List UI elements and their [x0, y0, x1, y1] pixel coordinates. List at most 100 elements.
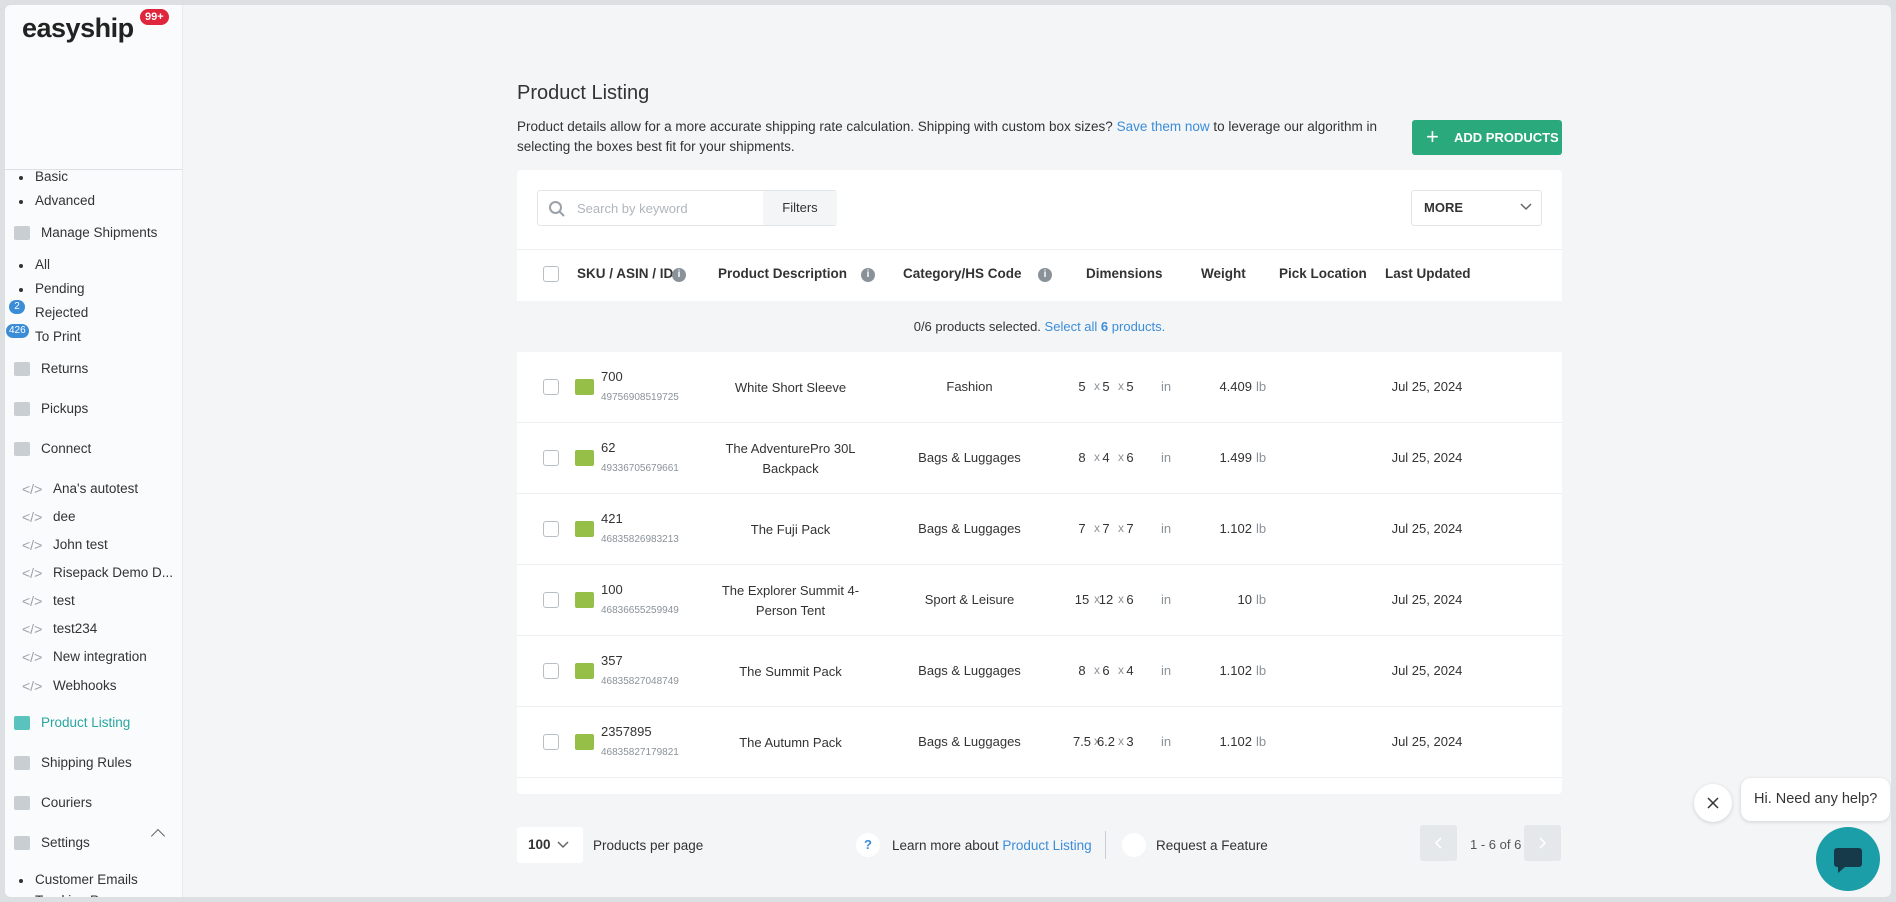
more-dropdown[interactable]: MORE: [1411, 190, 1542, 226]
filters-button[interactable]: Filters: [763, 191, 837, 225]
sidebar-item[interactable]: All: [35, 257, 51, 272]
row-checkbox[interactable]: [543, 592, 559, 608]
select-count: 6: [1100, 319, 1109, 334]
description-end: to leverage our algorithm in selecting t…: [517, 119, 1377, 154]
category: Bags & Luggages: [918, 734, 1021, 749]
sidebar-item[interactable]: Returns: [41, 361, 89, 376]
sidebar-item[interactable]: Webhooks: [53, 678, 117, 693]
table-row[interactable]: 100 46836655259949 The Explorer Summit 4-P…: [517, 565, 1562, 636]
table-card: Search by keyword Filters MORE 0/6 produ…: [517, 170, 1562, 794]
dimension: 8: [1078, 450, 1086, 465]
product-id: 49756908519725: [601, 392, 679, 403]
per-page-select[interactable]: 100: [517, 827, 583, 863]
dimension-unit: in: [1161, 663, 1172, 678]
select-all-link[interactable]: Select all 6 products.: [1045, 319, 1166, 334]
category: Fashion: [946, 379, 993, 394]
dimension-separator: x: [1118, 592, 1124, 606]
sidebar-item[interactable]: Manage Shipments: [41, 225, 158, 240]
column-header: Last Updated: [1385, 266, 1471, 281]
collapse-chevron[interactable]: [150, 828, 166, 844]
dimension-separator: x: [1094, 379, 1100, 393]
weight: 1.102: [1219, 663, 1252, 678]
weight: 1.102: [1219, 521, 1252, 536]
feature-icon: [1122, 833, 1146, 857]
sidebar-item[interactable]: John test: [53, 537, 108, 552]
table-row[interactable]: 421 46835826983213 The Fuji Pack Bags & Lug…: [517, 494, 1562, 565]
sidebar-item[interactable]: Advanced: [35, 193, 96, 208]
store-icon: [575, 663, 594, 679]
nav-icon: [14, 442, 30, 456]
weight: 1.499: [1219, 450, 1252, 465]
dimension-separator: x: [1094, 734, 1100, 748]
dimension: 4: [1126, 663, 1134, 678]
select-all-checkbox[interactable]: [543, 266, 559, 282]
sidebar-item[interactable]: Basic: [35, 169, 69, 184]
weight-unit: lb: [1256, 734, 1267, 749]
add-products-button[interactable]: + ADD PRODUCTS: [1412, 120, 1562, 155]
learn-link[interactable]: Product Listing: [1002, 838, 1092, 853]
chat-launcher[interactable]: [1816, 827, 1880, 891]
integration-icon: </>: [22, 593, 43, 609]
logo[interactable]: easyship: [22, 13, 134, 43]
dimension-unit: in: [1161, 521, 1172, 536]
dimension-separator: x: [1118, 521, 1124, 535]
row-checkbox[interactable]: [543, 521, 559, 537]
row-checkbox[interactable]: [543, 450, 559, 466]
sidebar-item[interactable]: Connect: [41, 441, 92, 456]
last-updated: Jul 25, 2024: [1391, 592, 1463, 607]
sidebar-item[interactable]: Settings: [41, 835, 90, 850]
last-updated: Jul 25, 2024: [1391, 450, 1463, 465]
dimension: 5: [1102, 379, 1110, 394]
chat-icon: [1834, 848, 1862, 873]
dimension-unit: in: [1161, 734, 1172, 749]
row-checkbox[interactable]: [543, 663, 559, 679]
sku: 357: [601, 653, 623, 668]
dimension: 6: [1102, 663, 1110, 678]
product-id: 46835826983213: [601, 534, 679, 545]
sidebar-item[interactable]: test234: [53, 621, 98, 636]
weight-unit: lb: [1256, 663, 1267, 678]
dimension: 7: [1102, 521, 1110, 536]
sidebar-item[interactable]: Rejected: [35, 305, 89, 320]
sidebar-item[interactable]: Shipping Rules: [41, 755, 132, 770]
integration-icon: </>: [22, 678, 43, 694]
next-page[interactable]: [1524, 825, 1561, 861]
dimension-separator: x: [1094, 521, 1100, 535]
pagination-text: 1 - 6 of 6: [1470, 837, 1522, 852]
sidebar-item[interactable]: Tracking Page: [35, 893, 122, 897]
table-row[interactable]: 700 49756908519725 White Short Sleeve Fashi…: [517, 352, 1562, 423]
request-feature[interactable]: Request a Feature: [1156, 838, 1268, 853]
dimension-separator: x: [1094, 663, 1100, 677]
column-header: Category/HS Code: [903, 266, 1022, 281]
table-row[interactable]: 62 49336705679661 The AdventurePro 30L Bac…: [517, 423, 1562, 494]
prev-page[interactable]: [1420, 825, 1457, 861]
sidebar-item[interactable]: Couriers: [41, 795, 93, 810]
sidebar-item[interactable]: dee: [53, 509, 76, 524]
sidebar-item[interactable]: Pending: [35, 281, 85, 296]
sidebar-item[interactable]: New integration: [53, 649, 147, 664]
sidebar-item[interactable]: Pickups: [41, 401, 89, 416]
table-row[interactable]: 2357895 46835827179821 The Autumn Pack Bags…: [517, 707, 1562, 778]
chat-close[interactable]: [1694, 784, 1732, 822]
notification-badge[interactable]: 99+: [140, 9, 169, 25]
sidebar-item[interactable]: Risepack Demo D...: [53, 565, 174, 580]
row-checkbox[interactable]: [543, 379, 559, 395]
search-box[interactable]: Search by keyword Filters: [537, 190, 837, 226]
sidebar-item[interactable]: Customer Emails: [35, 872, 138, 887]
dimension-separator: x: [1094, 592, 1100, 606]
chat-bubble[interactable]: Hi. Need any help?: [1741, 778, 1891, 821]
save-link[interactable]: Save them now: [1116, 119, 1210, 134]
table-row[interactable]: 357 46835827048749 The Summit Pack Bags & L…: [517, 636, 1562, 707]
sidebar-item[interactable]: Ana's autotest: [53, 481, 139, 496]
row-checkbox[interactable]: [543, 734, 559, 750]
category: Bags & Luggages: [918, 450, 1021, 465]
sidebar-item[interactable]: Product Listing: [41, 715, 131, 730]
learn-more: Learn more about Product Listing: [892, 838, 1092, 853]
dimension-separator: x: [1118, 734, 1124, 748]
sidebar-item[interactable]: To Print: [35, 329, 81, 344]
sidebar-item[interactable]: test: [53, 593, 75, 608]
sku: 2357895: [601, 724, 652, 739]
count-badge: 426: [6, 324, 29, 338]
integration-icon: </>: [22, 565, 43, 581]
dimension-unit: in: [1161, 379, 1172, 394]
